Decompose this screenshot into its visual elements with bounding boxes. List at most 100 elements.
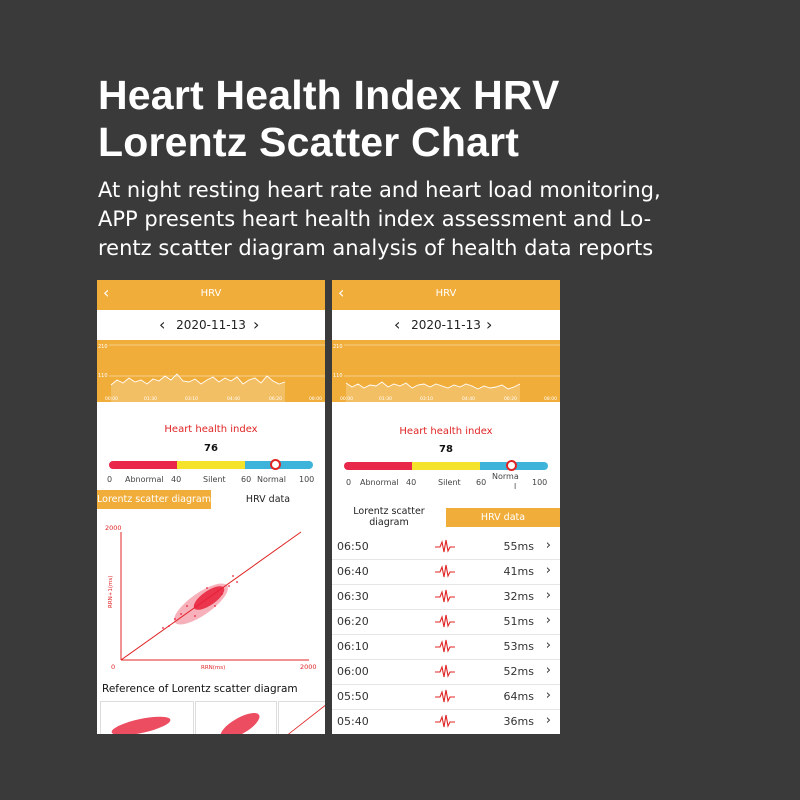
- chevron-right-icon[interactable]: ›: [545, 538, 551, 553]
- scatter-x-max: 2000: [300, 663, 317, 671]
- x-tick-0130: 01:30: [379, 396, 392, 402]
- x-tick-0310: 03:10: [420, 396, 433, 402]
- phone-screen-hrv-data: ‹ HRV ‹ 2020-11-13 › 210 110 0 00:00 01:…: [332, 280, 560, 734]
- scatter-dot: [168, 625, 170, 627]
- heart-health-index-title: Heart health index: [399, 426, 493, 437]
- scale-label-normal-1: Norma: [492, 472, 519, 481]
- row-time: 06:50: [337, 540, 369, 553]
- heart-health-index-value: 76: [204, 443, 218, 454]
- headline-line-2: Lorentz Scatter Chart: [98, 119, 520, 165]
- heartbeat-wave-icon: [435, 564, 455, 578]
- tab-lorentz-line-2: diagram: [369, 517, 409, 528]
- chevron-right-icon[interactable]: ›: [545, 563, 551, 578]
- back-chevron-icon[interactable]: ‹: [103, 283, 110, 302]
- reference-thumbnail-1[interactable]: [100, 701, 194, 734]
- row-value: 51ms: [503, 615, 534, 628]
- heartbeat-wave-icon: [435, 664, 455, 678]
- back-chevron-icon[interactable]: ‹: [338, 283, 345, 302]
- scatter-y-label: RRN+1(ms): [108, 576, 114, 608]
- row-value: 53ms: [503, 640, 534, 653]
- hrv-trend-chart: 210 110 0 00:00 01:30 03:10 04:40 06:20 …: [97, 340, 325, 402]
- heartbeat-wave-icon: [435, 589, 455, 603]
- date-selector: ‹ 2020-11-13 ›: [332, 310, 560, 340]
- scatter-x-min: 0: [111, 663, 115, 671]
- date-label: 2020-11-13: [176, 318, 246, 332]
- heart-health-index-value: 78: [439, 444, 453, 455]
- hrv-data-row[interactable]: 06:10 53ms ›: [332, 634, 560, 660]
- heartbeat-wave-icon: [435, 639, 455, 653]
- subtext: At night resting heart rate and heart lo…: [98, 176, 778, 263]
- health-index-scale: [344, 462, 548, 470]
- reference-thumbnail-3[interactable]: [278, 701, 325, 734]
- x-tick-0620: 06:20: [504, 396, 517, 402]
- scale-label-abnormal: Abnormal: [360, 478, 399, 487]
- date-selector: ‹ 2020-11-13 ›: [97, 310, 325, 340]
- chevron-left-icon[interactable]: ‹: [159, 315, 166, 334]
- reference-thumbnail-2[interactable]: [195, 701, 277, 734]
- hrv-trend-line: [345, 381, 521, 390]
- hrv-data-row[interactable]: 06:30 32ms ›: [332, 584, 560, 610]
- scatter-y-max: 2000: [105, 524, 122, 532]
- chevron-right-icon[interactable]: ›: [545, 638, 551, 653]
- chevron-right-icon[interactable]: ›: [545, 688, 551, 703]
- scatter-dot: [214, 605, 216, 607]
- row-value: 64ms: [503, 690, 534, 703]
- scatter-dot: [228, 585, 230, 587]
- hrv-data-row[interactable]: 06:20 51ms ›: [332, 609, 560, 635]
- scatter-dot: [236, 581, 238, 583]
- hrv-data-row[interactable]: 06:50 55ms ›: [332, 534, 560, 560]
- index-marker-pin-icon: [270, 459, 281, 470]
- row-value: 36ms: [503, 715, 534, 728]
- row-time: 06:00: [337, 665, 369, 678]
- headline: Heart Health Index HRV Lorentz Scatter C…: [98, 72, 778, 166]
- row-value: 32ms: [503, 590, 534, 603]
- scale-label-0: 0: [346, 478, 352, 487]
- y-tick-110: 110: [333, 373, 343, 379]
- chevron-right-icon[interactable]: ›: [253, 315, 260, 334]
- scale-label-100: 100: [532, 478, 548, 487]
- scale-label-normal: Normal: [257, 475, 286, 484]
- x-tick-0000: 00:00: [105, 396, 118, 402]
- view-tabs: Lorentz scatter diagram HRV data: [97, 490, 325, 509]
- scale-label-normal-2: l: [514, 482, 517, 491]
- scatter-dot: [162, 627, 164, 629]
- scale-label-60: 60: [476, 478, 487, 487]
- tab-hrv-data[interactable]: HRV data: [446, 508, 560, 527]
- row-value: 41ms: [503, 565, 534, 578]
- heartbeat-wave-icon: [435, 614, 455, 628]
- row-time: 06:40: [337, 565, 369, 578]
- row-time: 06:20: [337, 615, 369, 628]
- app-title: HRV: [200, 288, 222, 299]
- hrv-data-row[interactable]: 05:50 64ms ›: [332, 684, 560, 710]
- scatter-dot: [206, 587, 208, 589]
- chevron-right-icon[interactable]: ›: [545, 613, 551, 628]
- row-time: 05:40: [337, 715, 369, 728]
- hrv-data-row[interactable]: 05:40 36ms ›: [332, 709, 560, 734]
- chevron-right-icon[interactable]: ›: [486, 315, 493, 334]
- chevron-right-icon[interactable]: ›: [545, 713, 551, 728]
- x-tick-0310: 03:10: [185, 396, 198, 402]
- hrv-data-row[interactable]: 06:40 41ms ›: [332, 559, 560, 585]
- chevron-right-icon[interactable]: ›: [545, 663, 551, 678]
- y-tick-110: 110: [98, 373, 108, 379]
- app-header: ‹ HRV: [97, 280, 325, 310]
- phone-screen-lorentz: ‹ HRV ‹ 2020-11-13 › 210 110 0 00:00 01:…: [97, 280, 325, 734]
- chevron-right-icon[interactable]: ›: [545, 588, 551, 603]
- app-title: HRV: [435, 288, 457, 299]
- scatter-dot: [174, 618, 176, 620]
- scale-label-silent: Silent: [203, 475, 226, 484]
- tab-lorentz-scatter[interactable]: Lorentz scatter diagram: [97, 490, 211, 509]
- hrv-trend-fill: [346, 382, 520, 402]
- scatter-cluster-core: [193, 586, 225, 610]
- scale-label-silent: Silent: [438, 478, 461, 487]
- x-tick-0800: 08:00: [544, 396, 557, 402]
- health-index-scale: [109, 461, 313, 469]
- tab-hrv-data[interactable]: HRV data: [211, 490, 325, 509]
- chevron-left-icon[interactable]: ‹: [394, 315, 401, 334]
- tab-lorentz-scatter[interactable]: Lorentz scatter diagram: [332, 504, 446, 534]
- hrv-trend-chart: 210 110 0 00:00 01:30 03:10 04:40 06:20 …: [332, 340, 560, 402]
- subtext-line-3: rentz scatter diagram analysis of health…: [98, 236, 654, 260]
- row-time: 06:10: [337, 640, 369, 653]
- scatter-dot: [186, 605, 188, 607]
- hrv-data-row[interactable]: 06:00 52ms ›: [332, 659, 560, 685]
